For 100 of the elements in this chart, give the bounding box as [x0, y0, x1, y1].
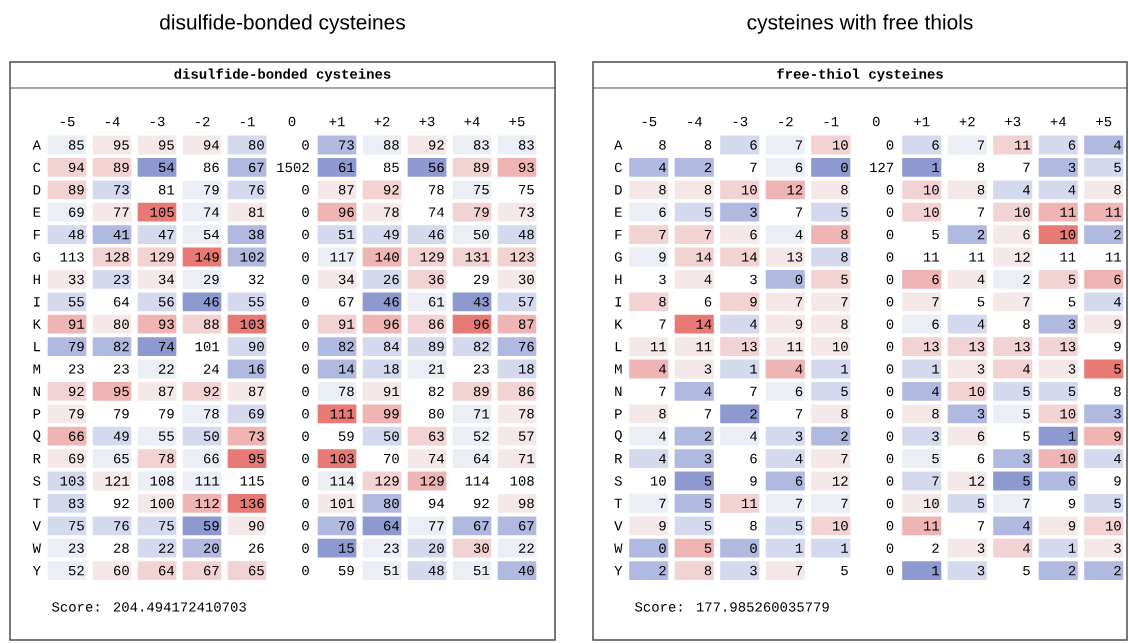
data-label: 0 — [302, 229, 309, 240]
data-label: 12 — [969, 476, 985, 486]
x-tick-label: +2 — [959, 116, 975, 127]
data-label: 0 — [302, 274, 309, 285]
data-label: 0 — [886, 386, 894, 397]
data-label: 89 — [428, 341, 444, 352]
data-label: 5 — [977, 297, 985, 307]
data-label: 46 — [203, 297, 219, 307]
data-label: 7 — [977, 521, 985, 531]
y-tick-label: R — [33, 453, 41, 464]
data-label: 61 — [429, 297, 445, 307]
y-tick-label: N — [33, 386, 40, 396]
data-label: 4 — [1023, 364, 1030, 374]
data-label: 88 — [203, 319, 219, 329]
data-label: 34 — [158, 274, 175, 285]
data-label: 5 — [841, 565, 848, 576]
data-label: 28 — [113, 543, 129, 553]
data-label: 10 — [1060, 229, 1076, 240]
data-label: 63 — [429, 431, 444, 441]
data-label: 5 — [932, 453, 939, 464]
x-tick-label: -2 — [779, 116, 793, 127]
data-label: 103 — [330, 453, 354, 464]
data-label: 77 — [429, 521, 444, 531]
data-label: 7 — [977, 207, 985, 217]
data-label: 121 — [105, 476, 130, 486]
data-label: 2 — [977, 229, 985, 240]
data-label: 2 — [1114, 229, 1121, 240]
data-label: 123 — [510, 252, 534, 262]
data-label: 4 — [795, 229, 803, 240]
data-label: 34 — [338, 274, 355, 285]
data-label: 8 — [841, 319, 848, 329]
data-label: 5 — [1023, 476, 1030, 486]
data-label: 101 — [330, 498, 355, 509]
data-label: 0 — [302, 409, 309, 419]
data-label: 6 — [795, 476, 803, 486]
data-label: 64 — [384, 521, 400, 531]
data-label: 6 — [750, 229, 757, 240]
y-tick-label: L — [615, 341, 622, 352]
data-label: 3 — [932, 431, 939, 441]
data-label: 8 — [841, 252, 848, 262]
data-label: 57 — [518, 431, 534, 441]
data-label: 11 — [1014, 140, 1031, 150]
data-label: 11 — [787, 341, 803, 352]
data-label: 74 — [429, 453, 445, 464]
data-label: 0 — [302, 498, 309, 509]
x-tick-label: +3 — [1005, 116, 1021, 127]
data-label: 4 — [1023, 543, 1030, 553]
data-label: 4 — [659, 431, 666, 441]
data-label: 4 — [1114, 297, 1121, 307]
data-label: 6 — [977, 453, 985, 464]
data-label: 6 — [659, 207, 666, 217]
data-label: 8 — [750, 521, 757, 531]
data-label: 67 — [249, 162, 264, 173]
data-label: 5 — [1068, 386, 1076, 397]
data-label: 9 — [795, 319, 803, 329]
data-label: 83 — [518, 140, 534, 150]
y-tick-label: S — [614, 476, 622, 486]
data-label: 54 — [158, 162, 175, 173]
data-label: 78 — [159, 453, 174, 464]
data-label: 32 — [248, 274, 264, 285]
data-label: 7 — [977, 140, 985, 150]
data-label: 71 — [519, 453, 535, 464]
y-tick-label: M — [615, 364, 622, 374]
data-label: 78 — [519, 409, 534, 419]
y-tick-label: T — [614, 498, 622, 508]
chart-subtitle: free-thiol cysteines — [777, 68, 943, 82]
data-label: 3 — [1114, 409, 1121, 419]
data-label: 2 — [704, 162, 712, 173]
data-label: 14 — [741, 252, 757, 262]
y-tick-label: M — [33, 364, 41, 374]
data-label: 96 — [473, 319, 489, 329]
data-label: 6 — [795, 162, 803, 173]
data-label: 1 — [795, 543, 803, 553]
data-label: 3 — [795, 431, 803, 441]
x-tick-label: -2 — [195, 116, 210, 127]
data-label: 38 — [248, 229, 264, 240]
data-label: 69 — [69, 453, 84, 464]
data-label: 23 — [113, 364, 129, 374]
data-label: 7 — [659, 229, 666, 240]
y-tick-label: K — [33, 319, 41, 329]
data-label: 100 — [150, 498, 174, 509]
data-label: 6 — [795, 386, 803, 397]
data-label: 3 — [977, 409, 985, 419]
data-label: 10 — [832, 140, 848, 150]
data-label: 33 — [68, 274, 84, 285]
data-label: 86 — [518, 386, 534, 397]
data-label: 8 — [1114, 185, 1121, 195]
data-label: 0 — [886, 252, 894, 262]
data-label: 76 — [519, 341, 534, 352]
x-tick-label: 0 — [872, 116, 880, 127]
x-tick-label: +5 — [1096, 116, 1112, 127]
data-label: 51 — [473, 565, 490, 576]
data-label: 94 — [203, 140, 220, 150]
data-label: 128 — [105, 252, 129, 262]
data-label: 89 — [113, 162, 129, 173]
y-tick-label: T — [33, 498, 41, 508]
data-label: 0 — [886, 319, 894, 329]
y-tick-label: S — [33, 476, 41, 486]
data-label: 6 — [750, 453, 757, 464]
y-tick-label: P — [615, 409, 622, 419]
